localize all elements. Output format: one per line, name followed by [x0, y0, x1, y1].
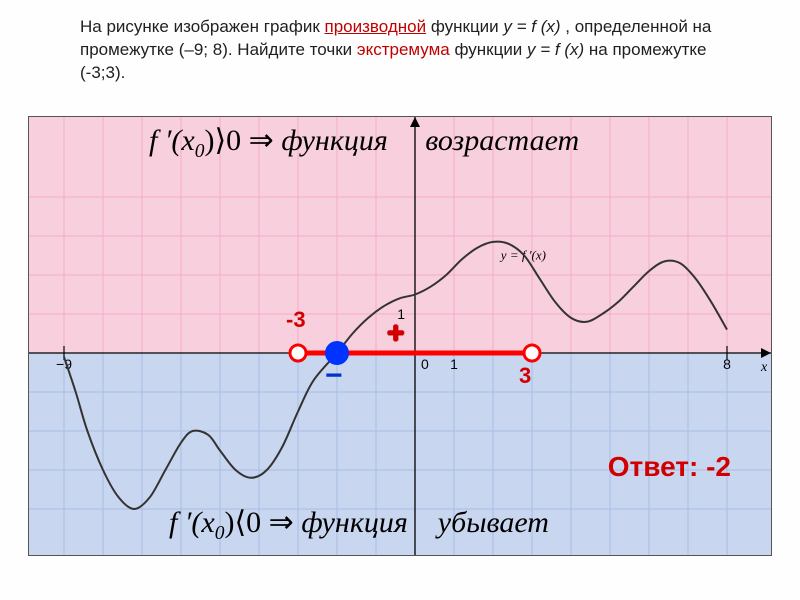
fb-sub: 0: [215, 523, 225, 544]
chart-container: −90181xy = f ′(x) f ′(x0)⟩0 ⇒ функция во…: [28, 116, 772, 556]
keyword-derivative: производной: [325, 17, 427, 36]
label-plus-3: 3: [519, 363, 531, 389]
ft-word1: функция: [281, 124, 387, 157]
slide-container: На рисунке изображен график производной …: [0, 0, 800, 600]
ft-close: )⟩0 ⇒: [204, 124, 281, 157]
fb-close: )⟨0 ⇒: [224, 506, 301, 539]
ft-x: x: [181, 124, 194, 157]
svg-text:0: 0: [421, 356, 429, 372]
problem-text: На рисунке изображен график производной …: [80, 16, 740, 85]
fb-gap: [408, 506, 438, 539]
plus-sign-icon: +: [387, 317, 405, 351]
ft-fprime: f ′(: [149, 124, 181, 157]
minus-sign-icon: −: [325, 359, 343, 393]
problem-fn2: y = f (x): [527, 40, 584, 59]
keyword-extremum: экстремума: [357, 40, 450, 59]
svg-text:1: 1: [450, 356, 458, 372]
formula-decreasing: f ′(x0)⟨0 ⇒ функция убывает: [169, 505, 549, 545]
formula-increasing: f ′(x0)⟩0 ⇒ функция возрастает: [149, 123, 579, 163]
problem-part1: На рисунке изображен график: [80, 17, 325, 36]
ft-gap: [388, 124, 426, 157]
problem-fn: y = f (x): [503, 17, 560, 36]
fb-x: x: [201, 506, 214, 539]
ft-word2: возрастает: [425, 124, 579, 157]
svg-text:x: x: [760, 360, 768, 375]
fb-fprime: f ′(: [169, 506, 201, 539]
problem-part2: функции: [426, 17, 503, 36]
fb-word1: функция: [301, 506, 407, 539]
problem-part4: функции: [450, 40, 527, 59]
label-minus-3: -3: [286, 307, 306, 333]
ft-sub: 0: [195, 141, 205, 162]
fb-word2: убывает: [438, 506, 549, 539]
answer-text: Ответ: -2: [608, 451, 731, 483]
svg-text:8: 8: [723, 356, 731, 372]
